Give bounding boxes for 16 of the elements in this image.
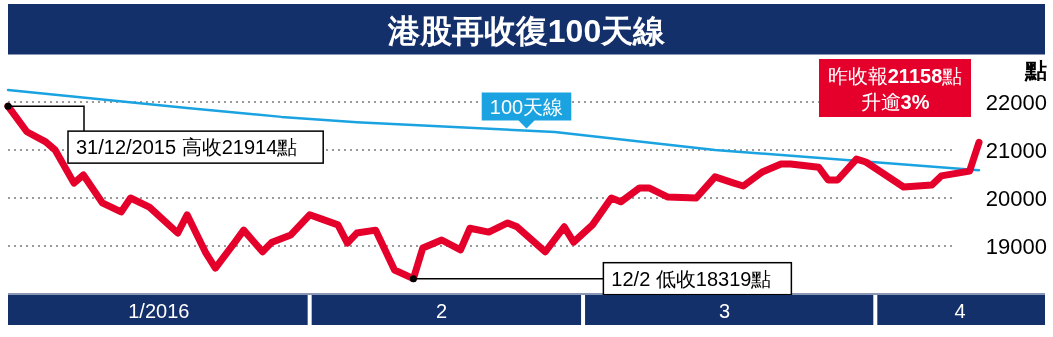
chart-title: 港股再收復100天線 [386, 13, 667, 49]
y-axis-title: 點 [1024, 58, 1047, 83]
x-tick-label: 2 [436, 300, 448, 322]
y-tick-label: 22000 [985, 90, 1047, 115]
line-series [6, 88, 981, 172]
x-tick-label: 3 [718, 300, 731, 322]
series-label: 100天線 [489, 95, 564, 118]
y-tick-label: 20000 [985, 186, 1047, 211]
annotation: 昨收報21158點 [827, 65, 963, 87]
y-tick-label: 19000 [985, 234, 1047, 259]
x-tick-label: 4 [954, 300, 966, 322]
y-tick-label: 21000 [985, 138, 1047, 163]
annotation: 12/2 低收18319點 [611, 267, 772, 290]
x-tick-label: 1/2016 [128, 300, 190, 322]
annotation: 升逾3% [860, 91, 930, 113]
annotation: 31/12/2015 高收21914點 [76, 136, 298, 159]
